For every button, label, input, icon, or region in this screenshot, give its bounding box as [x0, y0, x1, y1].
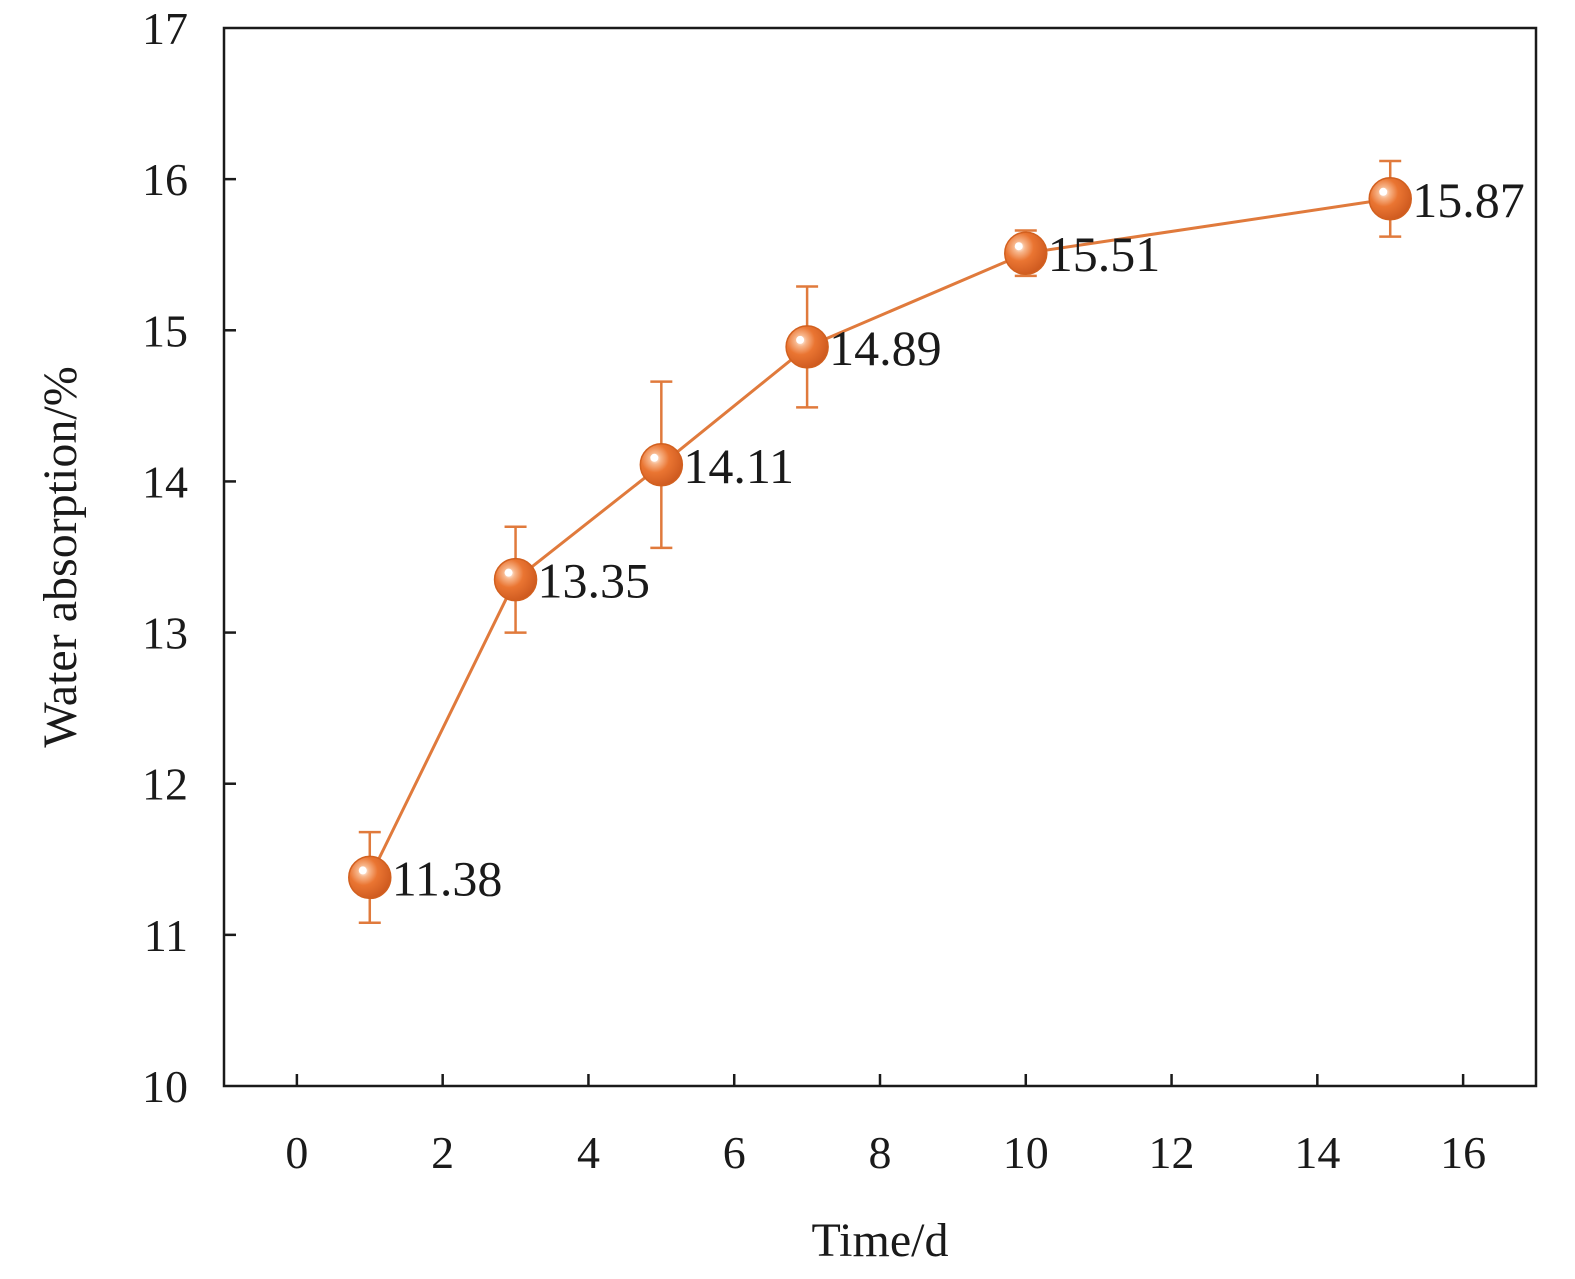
x-tick-label: 2	[431, 1127, 454, 1178]
x-tick-label: 14	[1294, 1127, 1340, 1178]
x-tick-label: 0	[285, 1127, 308, 1178]
data-label: 15.87	[1412, 172, 1525, 228]
data-series: 11.38 13.35 14.11 14.89 15.51 15.87	[348, 159, 1525, 925]
data-label: 15.51	[1048, 226, 1161, 282]
y-tick-label: 11	[144, 910, 188, 961]
y-tick-label: 14	[142, 456, 188, 507]
y-tick-label: 16	[142, 154, 188, 205]
x-tick-label: 16	[1440, 1127, 1486, 1178]
x-tick-label: 12	[1149, 1127, 1195, 1178]
x-axis-title: Time/d	[812, 1214, 949, 1267]
y-axis-title: Water absorption/%	[34, 366, 87, 747]
data-point	[785, 325, 829, 369]
data-point	[348, 855, 392, 900]
plot-frame	[222, 26, 1538, 1088]
x-tick-label: 10	[1003, 1127, 1049, 1178]
data-point	[493, 557, 538, 602]
data-point	[1368, 177, 1412, 221]
data-label: 13.35	[538, 553, 651, 609]
data-label: 14.11	[683, 438, 794, 494]
x-tick-label: 6	[723, 1127, 746, 1178]
y-tick-label: 17	[142, 3, 188, 54]
data-label: 11.38	[392, 850, 503, 906]
axes: 0 2 4 6 8 10 12 14 16 10 11 12 13 14 15 16 17	[142, 3, 1538, 1178]
y-tick-label: 12	[142, 759, 188, 810]
x-tick-label: 4	[577, 1127, 600, 1178]
series-line	[368, 197, 1391, 879]
x-tick-label: 8	[869, 1127, 892, 1178]
y-tick-label: 13	[142, 608, 188, 659]
data-label: 14.89	[829, 320, 942, 376]
data-point	[639, 443, 684, 487]
data-point	[1004, 231, 1048, 275]
y-tick-label: 15	[142, 305, 188, 356]
y-tick-label: 10	[142, 1061, 188, 1112]
